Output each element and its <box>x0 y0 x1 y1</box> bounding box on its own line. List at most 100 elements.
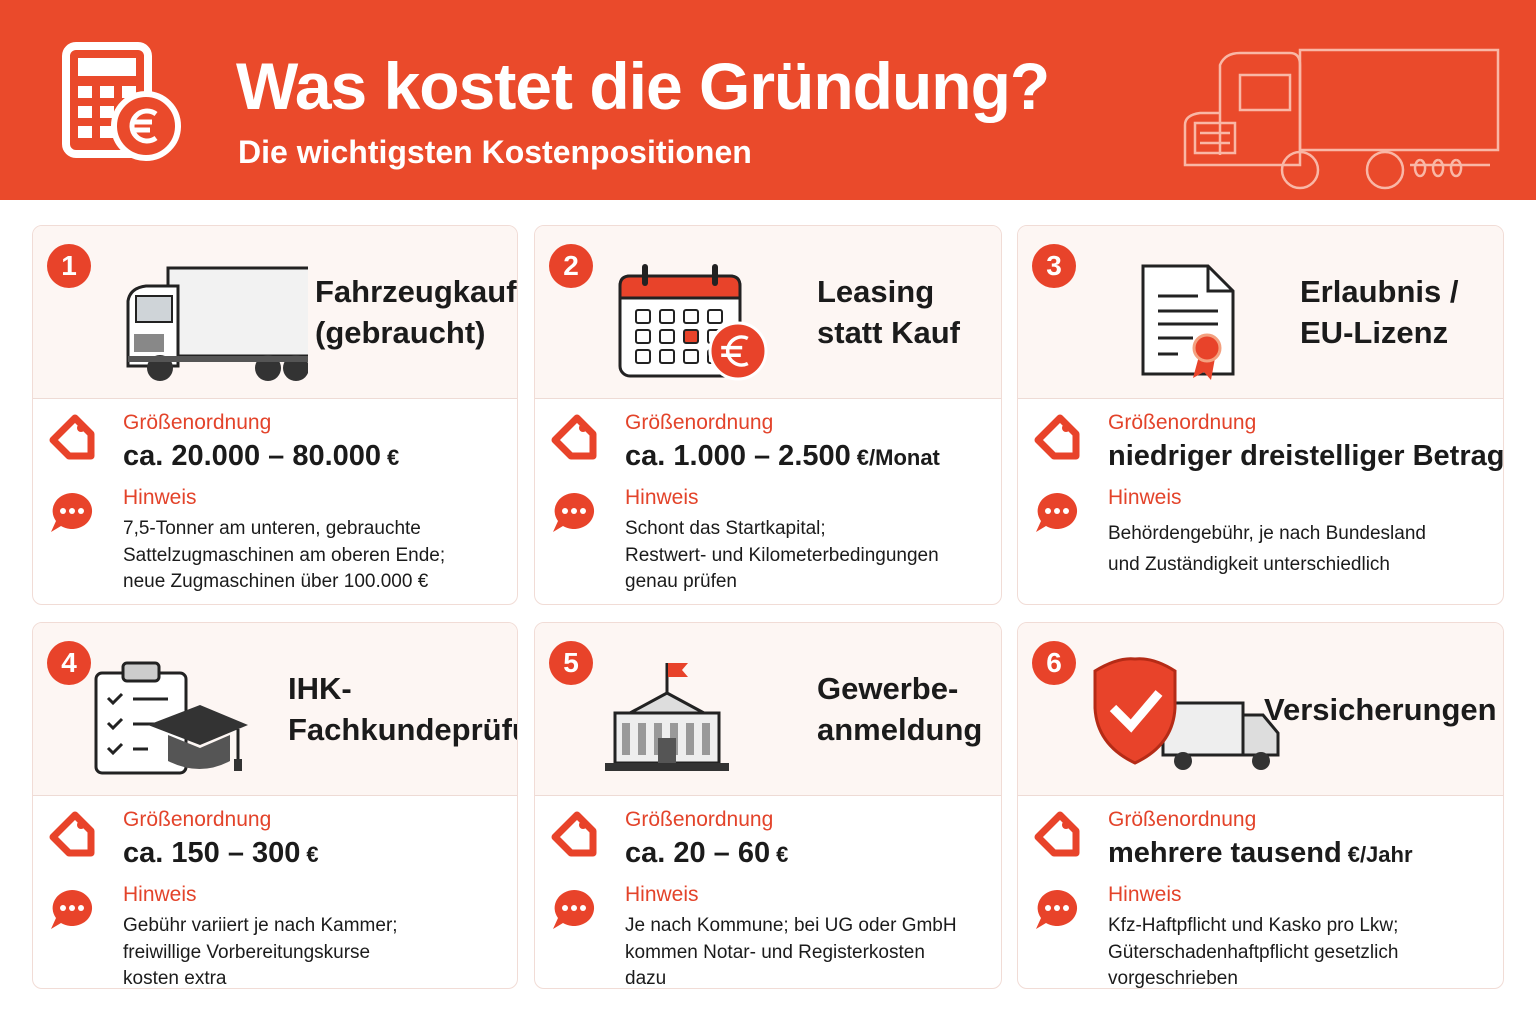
note-label: Hinweis <box>625 883 699 906</box>
size-value-unit: € <box>776 842 789 867</box>
note-icon <box>553 492 595 532</box>
card: 5 Gewerbe-anmeldung Größenordnung ca. 20 – … <box>534 622 1002 989</box>
card-icon <box>1141 264 1235 380</box>
card-title: Erlaubnis / EU-Lizenz <box>1300 226 1458 398</box>
size-label: Größenordnung <box>625 411 774 434</box>
note-line: genau prüfen <box>625 571 737 592</box>
size-value: niedriger dreistelliger Betrag <box>1108 440 1504 473</box>
size-label: Größenordnung <box>625 808 774 831</box>
note-line: Schont das Startkapital; <box>625 518 826 539</box>
size-value-main: ca. 1.000 – 2.500 <box>625 440 851 472</box>
note: Schont das Startkapital; Restwert- und Ki… <box>625 516 939 596</box>
card-header <box>535 226 1001 399</box>
card-title-line: anmeldung <box>817 712 983 747</box>
card-icon <box>94 661 248 775</box>
note-line: Behördengebühr, je nach Bundesland <box>1108 523 1426 544</box>
card-title-line: EU-Lizenz <box>1300 315 1449 350</box>
subtitle: Die wichtigsten Kostenpositionen <box>238 134 752 170</box>
note-label: Hinweis <box>625 486 699 509</box>
size-value: ca. 20 – 60 € <box>625 837 788 870</box>
size-value-main: ca. 20 – 60 <box>625 837 771 869</box>
size-value-unit: €/Monat <box>856 445 940 470</box>
card-title-line: Leasing <box>817 274 935 309</box>
note-line: Sattelzugmaschinen am oberen Ende; <box>123 544 446 566</box>
card: 3 Erlaubnis / EU-Lizenz Größenordnung niedri… <box>1017 225 1504 605</box>
card-title-line: IHK- <box>288 671 352 706</box>
card-number: 6 <box>1032 641 1076 685</box>
size-value: ca. 150 – 300 € <box>123 837 319 870</box>
note-icon <box>1036 889 1078 929</box>
note: 7,5-Tonner am unteren, gebrauchte Sattelz… <box>123 516 445 596</box>
note-line: freiwillige Vorbereitungskurse <box>123 941 371 963</box>
size-label: Größenordnung <box>1108 411 1257 434</box>
header: Was kostet die Gründung? Die wichtigsten… <box>0 0 1536 200</box>
note-label: Hinweis <box>123 486 197 509</box>
size-value: ca. 20.000 – 80.000 € <box>123 440 399 473</box>
card-title-line: Fachkundeprüfung <box>288 712 517 747</box>
truck-outline <box>1183 48 1500 190</box>
note-line: Gebühr variiert je nach Kammer; <box>123 915 398 936</box>
note-line: vorgeschrieben <box>1108 968 1238 989</box>
note-line: kosten extra <box>123 968 227 989</box>
card-icon <box>1093 657 1280 770</box>
note-icon <box>553 889 595 929</box>
note-line: Kfz-Haftpflicht und Kasko pro Lkw; <box>1108 915 1399 936</box>
card-title-line: Fahrzeugkauf <box>315 274 517 309</box>
card-title: Gewerbe-anmeldung <box>817 623 982 795</box>
tag-icon <box>551 414 597 460</box>
size-value-main: niedriger dreistelliger Betrag <box>1108 440 1504 472</box>
size-value-unit: € <box>387 445 400 470</box>
card: 6 Versicherungen Größenordnung mehrere taus… <box>1017 622 1504 989</box>
note-line: und Zuständigkeit unterschiedlich <box>1108 554 1391 575</box>
tag-icon <box>49 811 95 857</box>
card-title-line: Erlaubnis / <box>1300 274 1459 309</box>
card: 2 Leasing statt Kauf Größenordnung ca. 1.000… <box>534 225 1002 605</box>
size-label: Größenordnung <box>123 808 272 831</box>
card-icon <box>605 663 729 771</box>
card-title-line: Gewerbe- <box>817 671 959 706</box>
note-line: 7,5-Tonner am unteren, gebrauchte <box>123 518 421 539</box>
card-icon <box>618 264 768 381</box>
card: 4 IHK- Fachkundeprüfung Größenordnung ca. 15… <box>32 622 518 989</box>
card-icon <box>126 266 308 381</box>
tag-icon <box>1034 414 1080 460</box>
size-value: ca. 1.000 – 2.500 €/Monat <box>625 440 940 473</box>
note-label: Hinweis <box>123 883 197 906</box>
note-line: Güterschadenhaftpflicht gesetzlich <box>1108 941 1399 963</box>
note-line: Je nach Kommune; bei UG oder GmbH <box>625 915 957 936</box>
card-number: 3 <box>1032 244 1076 288</box>
note-icon <box>51 492 93 532</box>
card-title-line: Versicherungen <box>1264 691 1497 727</box>
note-label: Hinweis <box>1108 486 1182 509</box>
size-value-unit: €/Jahr <box>1347 842 1413 867</box>
calculator-icon <box>62 42 181 161</box>
note-line: Restwert- und Kilometerbedingungen <box>625 544 939 566</box>
card-title: Fahrzeugkauf (gebraucht) <box>315 226 517 398</box>
note: Gebühr variiert je nach Kammer; freiwilli… <box>123 913 398 989</box>
note-icon <box>51 889 93 929</box>
note: Kfz-Haftpflicht und Kasko pro Lkw; Güters… <box>1108 913 1399 989</box>
tag-icon <box>551 811 597 857</box>
note-line: neue Zugmaschinen über 100.000 € <box>123 571 429 592</box>
card-number: 4 <box>47 641 91 685</box>
note: Je nach Kommune; bei UG oder GmbH kommen … <box>625 913 957 989</box>
card-header <box>1018 226 1503 399</box>
title: Was kostet die Gründung? <box>236 49 1050 123</box>
card-title: IHK- Fachkundeprüfung <box>288 623 517 795</box>
card-number: 5 <box>549 641 593 685</box>
note-icon <box>1036 492 1078 532</box>
card-title: Versicherungen <box>1264 623 1497 795</box>
card-title-line: (gebraucht) <box>315 315 486 350</box>
card-title-line: statt Kauf <box>817 315 960 350</box>
note-label: Hinweis <box>1108 883 1182 906</box>
tag-icon <box>49 414 95 460</box>
note-line: dazu <box>625 968 667 989</box>
card-number: 1 <box>47 244 91 288</box>
card-title: Leasing statt Kauf <box>817 226 960 398</box>
card: 1 Fahrzeugkauf (gebraucht) Größenordnung ca.… <box>32 225 518 605</box>
size-value-unit: € <box>306 842 319 867</box>
note: Behördengebühr, je nach Bundesland und Zu… <box>1108 518 1426 580</box>
size-value-main: ca. 20.000 – 80.000 <box>123 440 382 472</box>
card-number: 2 <box>549 244 593 288</box>
